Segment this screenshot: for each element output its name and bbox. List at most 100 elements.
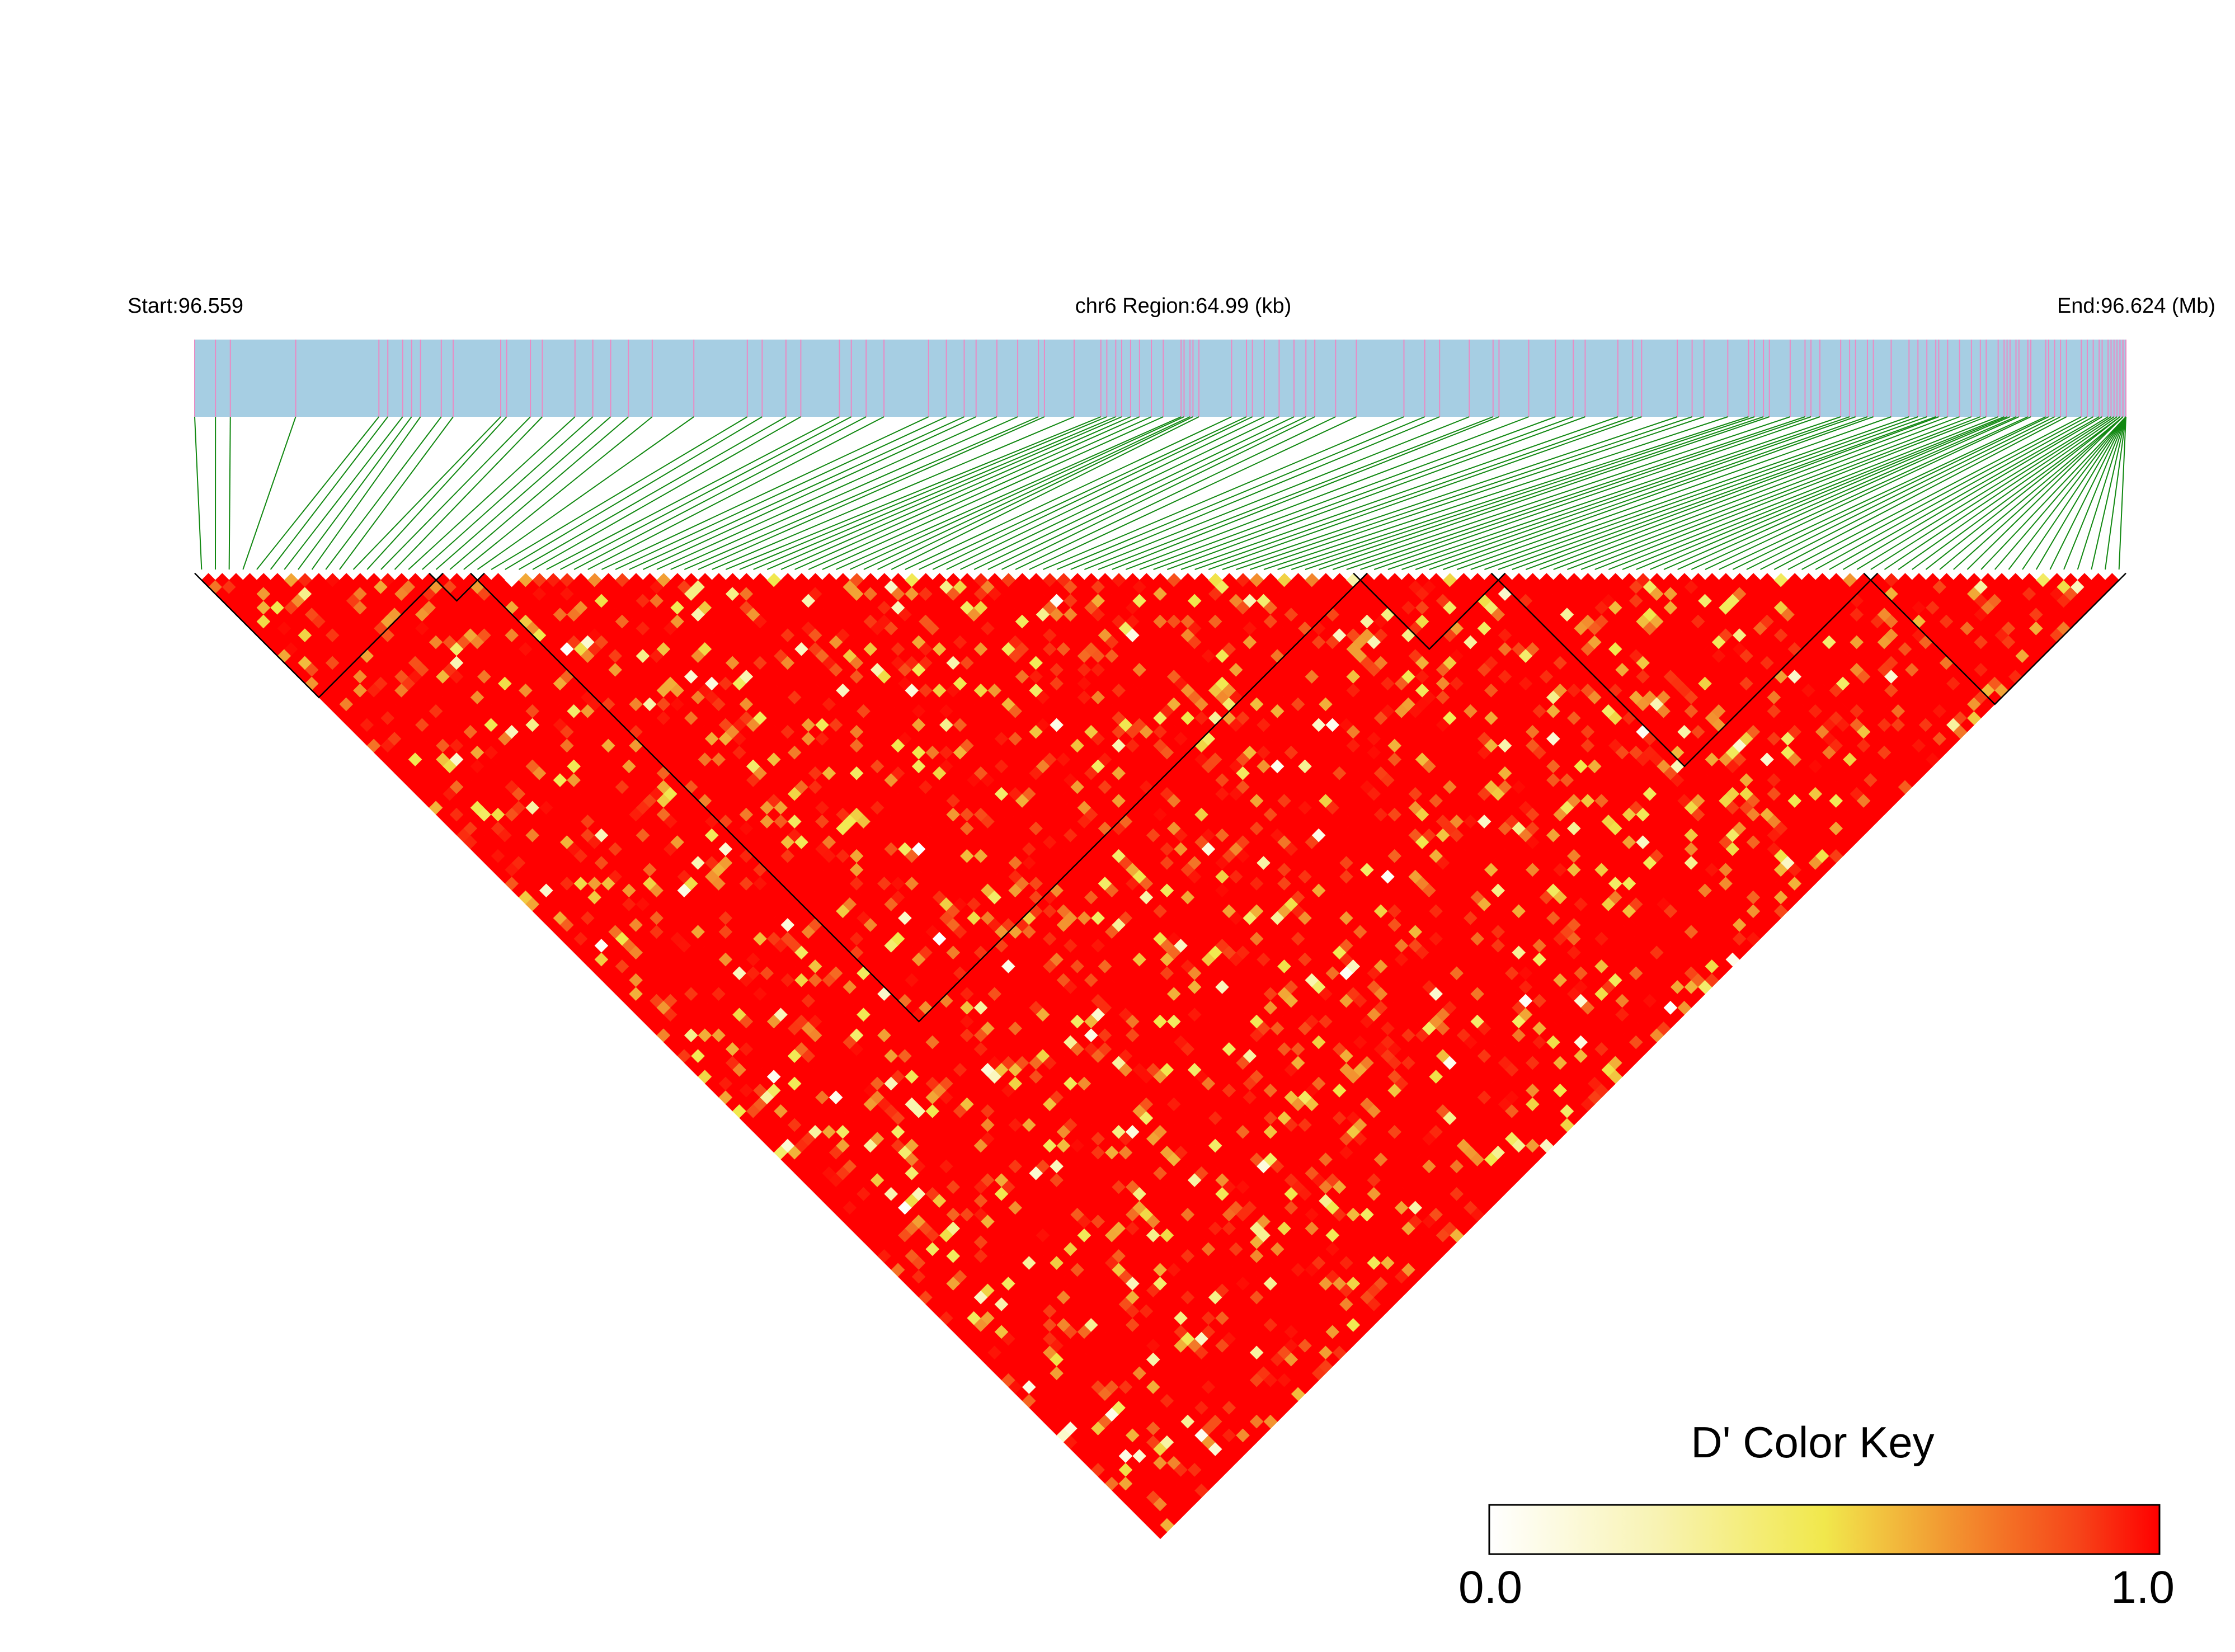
snp-connector xyxy=(905,416,1232,570)
snp-connector xyxy=(422,416,594,570)
snp-connector xyxy=(1277,416,1749,570)
snp-connector xyxy=(2063,416,2126,570)
snp-connector xyxy=(753,416,1116,570)
snp-position-ticks xyxy=(194,340,2126,417)
snp-connector xyxy=(684,416,1039,570)
snp-connector xyxy=(228,416,231,570)
snp-connector xyxy=(518,416,787,570)
snp-connector xyxy=(2118,416,2126,570)
snp-connector xyxy=(615,416,947,570)
snp-connector xyxy=(1787,416,2082,570)
snp-connector xyxy=(1112,416,1499,570)
snp-connector xyxy=(1373,416,1820,570)
snp-connector xyxy=(1070,416,1440,570)
snp-connector xyxy=(1608,416,1999,570)
snp-connector xyxy=(1098,416,1494,570)
snp-connector xyxy=(1166,416,1585,570)
snp-connector xyxy=(1526,416,1939,570)
snp-connector xyxy=(1180,416,1618,570)
snp-connector xyxy=(1001,416,1315,570)
snp-connector xyxy=(932,416,1253,570)
snp-connector xyxy=(1801,416,2088,570)
snp-connector xyxy=(1319,416,1770,570)
snp-connector xyxy=(1856,416,2109,570)
snp-connector xyxy=(1360,416,1811,570)
snp-connector xyxy=(1746,416,2055,570)
snp-connector xyxy=(491,416,748,570)
snp-connector xyxy=(1649,416,2011,570)
snp-connector xyxy=(1870,416,2111,570)
snp-connector xyxy=(1719,416,2046,570)
snp-connector xyxy=(877,416,1193,570)
snp-connector xyxy=(1815,416,2094,570)
snp-connector xyxy=(891,416,1199,570)
snp-connector xyxy=(394,416,543,570)
snp-connector xyxy=(2035,416,2126,570)
snp-connector xyxy=(1470,416,1909,570)
snp-connector xyxy=(1263,416,1728,570)
snp-connector xyxy=(559,416,852,570)
region-start-label: Start:96.559 xyxy=(128,294,243,318)
snp-connector xyxy=(1484,416,1918,570)
snp-connector xyxy=(766,416,1122,570)
snp-connector xyxy=(242,416,297,570)
snp-connector xyxy=(712,416,1075,570)
snp-connector xyxy=(1387,416,1841,570)
snp-connector xyxy=(1194,416,1633,570)
snp-connector xyxy=(380,416,531,570)
snp-connector xyxy=(298,416,412,570)
snp-connector xyxy=(1498,416,1927,570)
ld-heatmap-cells xyxy=(201,573,2120,1540)
snp-connector xyxy=(1332,416,1791,570)
snp-connector xyxy=(1401,416,1850,570)
snp-connector xyxy=(194,416,203,570)
snp-connector xyxy=(1429,416,1868,570)
snp-connector xyxy=(2022,416,2126,570)
snp-connector xyxy=(2008,416,2126,570)
snp-connector xyxy=(546,416,840,570)
snp-connector xyxy=(1567,416,1972,570)
snp-connector xyxy=(1691,416,2029,570)
snp-connector xyxy=(1015,416,1336,570)
snp-connector xyxy=(1539,416,1948,570)
snp-connector xyxy=(1415,416,1856,570)
snp-connector xyxy=(1939,416,2124,570)
snp-connector xyxy=(1249,416,1705,570)
snp-connector xyxy=(1773,416,2067,570)
snp-connector xyxy=(1305,416,1764,570)
snp-connector xyxy=(1980,416,2126,570)
snp-connector xyxy=(946,416,1265,570)
snp-connector xyxy=(1084,416,1470,570)
snp-connector xyxy=(2105,416,2126,570)
snp-connector xyxy=(849,416,1184,570)
snp-connector xyxy=(808,416,1152,570)
snp-connector xyxy=(1760,416,2061,570)
snp-connector xyxy=(739,416,1107,570)
snp-connector xyxy=(987,416,1306,570)
snp-connector xyxy=(1594,416,1987,570)
snp-connector xyxy=(1443,416,1874,570)
snp-connector xyxy=(1043,416,1404,570)
snp-connector xyxy=(532,416,801,570)
snp-connector xyxy=(1126,416,1529,570)
snp-connector xyxy=(1512,416,1936,570)
snp-connector xyxy=(822,416,1164,570)
snp-connector xyxy=(656,416,997,570)
snp-connector xyxy=(2077,416,2126,570)
snp-connector xyxy=(725,416,1102,570)
snp-connector-lines xyxy=(194,416,2126,570)
snp-connector xyxy=(836,416,1182,570)
snp-position-track xyxy=(195,340,2126,417)
snp-connector xyxy=(311,416,421,570)
snp-connector xyxy=(1829,416,2100,570)
snp-connector xyxy=(366,416,507,570)
snp-connector xyxy=(587,416,884,570)
snp-connector xyxy=(1056,416,1425,570)
snp-connector xyxy=(1994,416,2126,570)
snp-connector xyxy=(1553,416,1960,570)
snp-connector xyxy=(1953,416,2124,570)
snp-connector xyxy=(505,416,763,570)
snp-connector xyxy=(1636,416,2007,570)
snp-connector xyxy=(670,416,1018,570)
